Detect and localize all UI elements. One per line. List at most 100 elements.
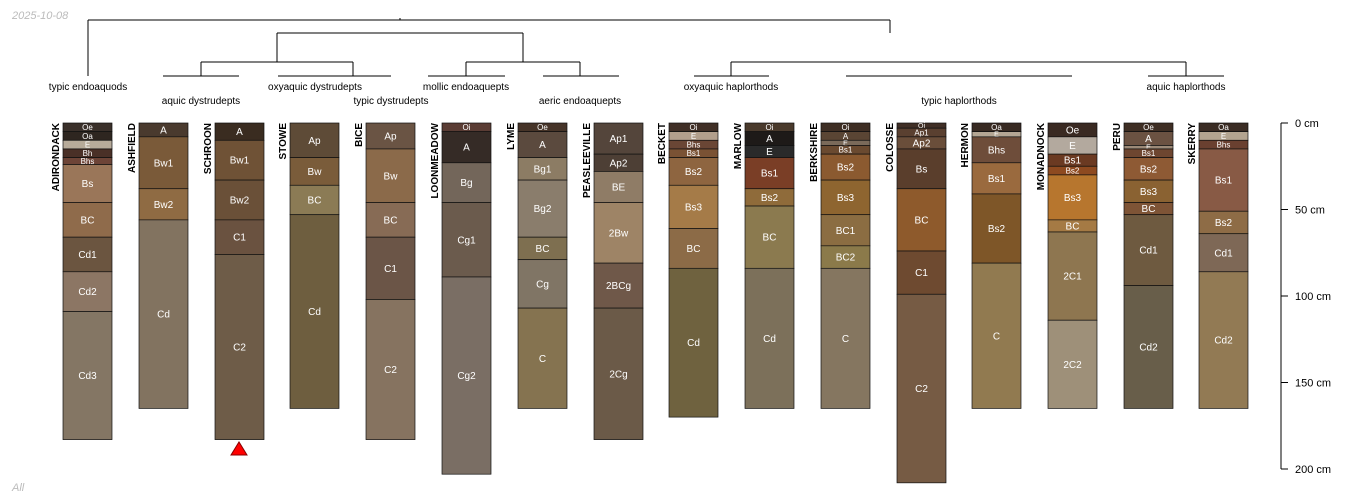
profile-name: STOWE bbox=[278, 123, 289, 160]
horizon-label: Oi bbox=[918, 123, 925, 130]
horizon-label: E bbox=[843, 140, 848, 147]
horizon-label: Bs1 bbox=[1064, 156, 1082, 167]
horizon-bar bbox=[593, 122, 644, 155]
profile-stowe: Ap Bw BC Cd STOWE bbox=[278, 122, 340, 409]
date-label: 2025-10-08 bbox=[11, 10, 69, 22]
profile-name: PEASLEEVILLE bbox=[582, 123, 593, 198]
horizon-label: Ap1 bbox=[914, 128, 929, 137]
horizon-label: Cd3 bbox=[78, 371, 97, 382]
group-labels: typic endoaquods aquic dystrudepts oxyaqui… bbox=[49, 82, 1226, 107]
horizon-label: BC bbox=[763, 233, 777, 244]
horizon-label: 2Cg bbox=[609, 369, 627, 380]
horizon-bar bbox=[668, 267, 719, 418]
horizon-bar bbox=[668, 157, 719, 186]
horizon-bar bbox=[820, 214, 871, 247]
horizon-bar bbox=[138, 219, 189, 409]
horizon-label: BC bbox=[1066, 221, 1080, 232]
horizon-bar bbox=[365, 236, 416, 300]
horizon-bar bbox=[62, 271, 113, 312]
horizon-label: C2 bbox=[384, 365, 397, 376]
profile-name: LYME bbox=[506, 123, 517, 150]
horizon-bar bbox=[441, 162, 492, 203]
horizon-label: Bs1 bbox=[761, 169, 779, 180]
profile-name: MARLOW bbox=[733, 122, 744, 169]
horizon-bar bbox=[138, 136, 189, 190]
horizon-label: Oi bbox=[463, 123, 471, 132]
horizon-label: A bbox=[766, 134, 773, 145]
horizon-label: BC bbox=[81, 215, 95, 226]
horizon-label: Oi bbox=[842, 123, 850, 132]
axis-tick-label: 100 cm bbox=[1295, 291, 1331, 303]
horizon-label: Cd bbox=[308, 307, 321, 318]
profile-ashfield: A Bw1 Bw2 Cd ASHFIELD bbox=[127, 122, 189, 409]
horizon-bar bbox=[896, 293, 947, 484]
horizon-label: Bw1 bbox=[154, 158, 174, 169]
horizon-bar bbox=[971, 262, 1022, 409]
horizon-label: C bbox=[539, 354, 546, 365]
truncation-marker bbox=[230, 441, 248, 456]
horizon-label: E bbox=[1221, 132, 1226, 141]
horizon-label: BC bbox=[308, 195, 322, 206]
horizon-label: C1 bbox=[384, 264, 397, 275]
profile-name: COLOSSE bbox=[885, 123, 896, 172]
axis-tick-label: 0 cm bbox=[1295, 118, 1319, 130]
profile-name: PERU bbox=[1112, 123, 1123, 151]
horizon-bar bbox=[971, 193, 1022, 264]
horizon-label: Cd1 bbox=[78, 250, 97, 261]
horizon-bar bbox=[214, 139, 265, 181]
horizon-label: Ap bbox=[384, 131, 397, 142]
horizon-label: 2Bw bbox=[609, 228, 629, 239]
horizon-label: BC bbox=[1142, 204, 1156, 215]
group-label: aquic haplorthods bbox=[1147, 82, 1226, 93]
horizon-label: E bbox=[85, 140, 90, 149]
horizon-bar bbox=[1123, 285, 1174, 409]
horizon-label: Oa bbox=[82, 132, 93, 141]
horizon-bar bbox=[744, 267, 795, 409]
horizon-label: Bw1 bbox=[230, 156, 250, 167]
horizon-label: E bbox=[1146, 145, 1151, 152]
profile-name: SCHROON bbox=[203, 123, 214, 174]
horizon-label: 2C1 bbox=[1063, 272, 1082, 283]
horizon-label: 2C2 bbox=[1063, 360, 1082, 371]
horizon-bar bbox=[593, 262, 644, 309]
horizon-label: Bhs bbox=[687, 140, 701, 149]
depth-axis: 0 cm 50 cm 100 cm 150 cm 200 cm bbox=[1280, 118, 1331, 476]
horizon-bar bbox=[214, 219, 265, 255]
horizon-label: Cg2 bbox=[457, 371, 476, 382]
horizon-label: BC2 bbox=[836, 253, 856, 264]
horizon-label: A bbox=[1145, 134, 1152, 145]
horizon-label: Bs2 bbox=[1066, 166, 1080, 175]
horizon-label: Bs2 bbox=[1215, 218, 1233, 229]
horizon-label: Bs3 bbox=[1140, 187, 1158, 198]
profile-name: BECKET bbox=[657, 123, 668, 164]
horizon-label: Bhs bbox=[1217, 140, 1231, 149]
horizon-bar bbox=[896, 250, 947, 295]
axis-tick-label: 50 cm bbox=[1295, 205, 1325, 217]
horizon-label: BC bbox=[536, 244, 550, 255]
horizon-label: Bs3 bbox=[685, 202, 703, 213]
horizon-label: BC bbox=[915, 215, 929, 226]
horizon-label: BC bbox=[687, 244, 701, 255]
horizon-bar bbox=[365, 122, 416, 150]
horizon-bar bbox=[593, 307, 644, 440]
horizon-label: Bs3 bbox=[1064, 193, 1082, 204]
horizon-label: Bg1 bbox=[534, 164, 552, 175]
profile-name: LOONMEADOW bbox=[430, 122, 441, 198]
axis-tick-label: 200 cm bbox=[1295, 464, 1331, 476]
horizon-label: Bs3 bbox=[837, 193, 855, 204]
horizon-label: Bw2 bbox=[230, 195, 250, 206]
horizon-label: E bbox=[1069, 141, 1076, 152]
profile-name: ASHFIELD bbox=[127, 123, 138, 173]
footer-label: All bbox=[11, 482, 25, 494]
horizon-bar bbox=[744, 205, 795, 269]
horizon-label: Cd bbox=[763, 334, 776, 345]
horizon-bar bbox=[820, 179, 871, 216]
horizon-bar bbox=[1047, 319, 1098, 409]
horizon-bar bbox=[1047, 231, 1098, 321]
group-label: typic dystrudepts bbox=[353, 96, 428, 107]
